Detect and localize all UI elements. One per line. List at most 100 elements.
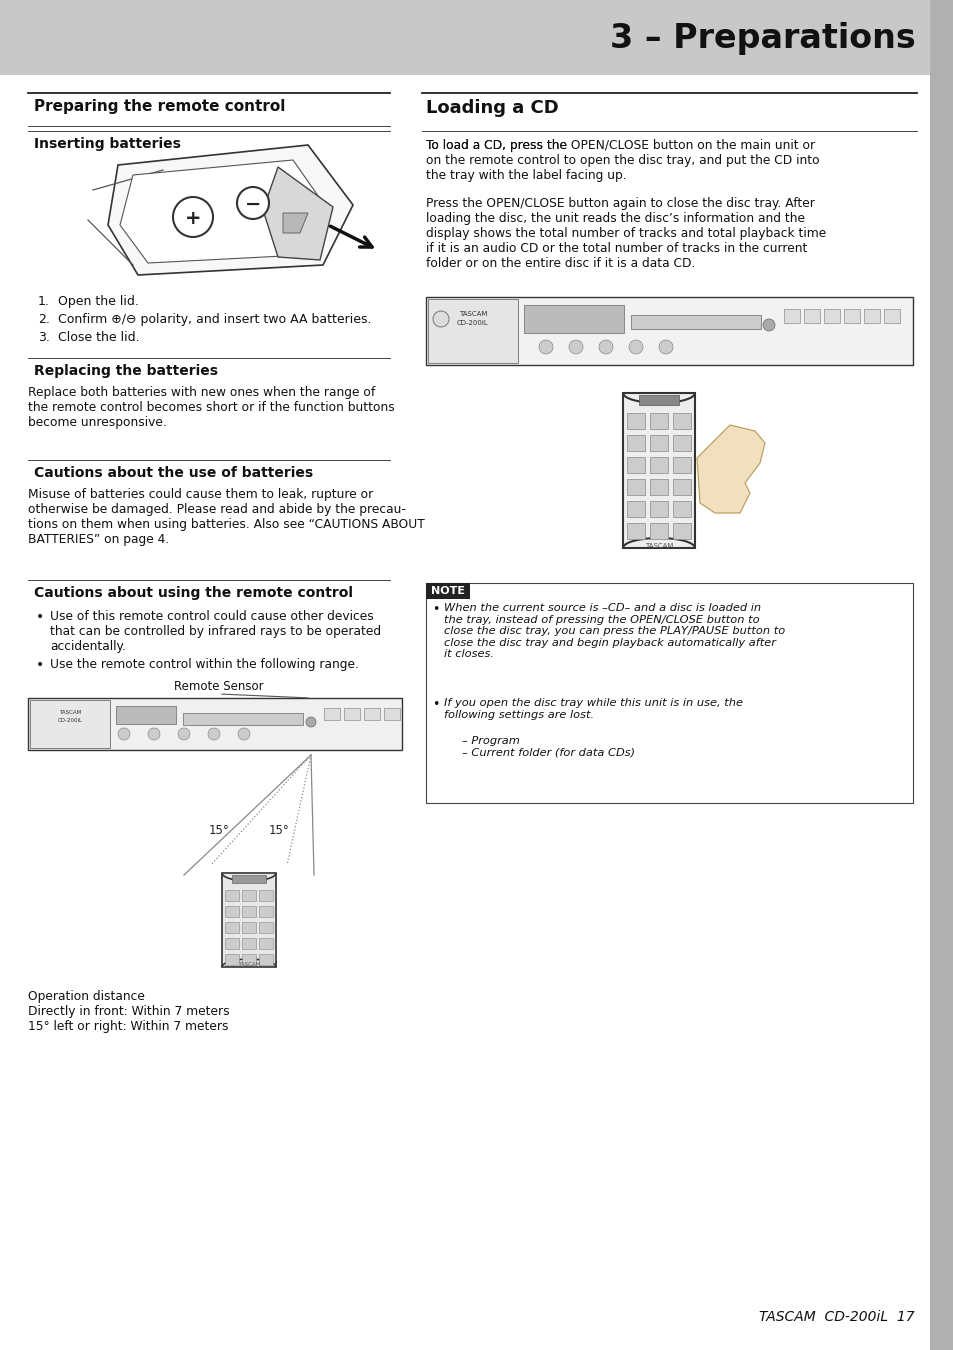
Text: Use the remote control within the following range.: Use the remote control within the follow… [50,657,358,671]
Text: Cautions about using the remote control: Cautions about using the remote control [34,586,353,599]
Text: Confirm ⊕/⊖ polarity, and insert two AA batteries.: Confirm ⊕/⊖ polarity, and insert two AA … [58,313,371,325]
Bar [672,479,690,495]
Bar [225,922,239,933]
Text: NOTE: NOTE [431,586,464,595]
Text: Loading a CD: Loading a CD [426,99,558,117]
Bar [242,906,255,917]
Text: To load a CD, press the OPEN/CLOSE button on the main unit or
on the remote cont: To load a CD, press the OPEN/CLOSE butto… [426,139,819,182]
Bar [428,298,517,363]
Bar [183,713,303,725]
Bar [523,305,623,333]
Text: Operation distance
Directly in front: Within 7 meters
15° left or right: Within : Operation distance Directly in front: Wi… [28,990,230,1033]
Text: TASCAM: TASCAM [644,543,673,549]
Circle shape [172,197,213,238]
Circle shape [598,340,613,354]
Bar [672,435,690,451]
Text: When the current source is –CD– and a disc is loaded in
the tray, instead of pre: When the current source is –CD– and a di… [443,603,784,659]
Bar [626,479,644,495]
Bar [626,413,644,429]
Text: Cautions about the use of batteries: Cautions about the use of batteries [34,466,313,481]
Bar [803,309,820,323]
Bar [672,458,690,472]
Bar [672,522,690,539]
Polygon shape [108,144,353,275]
Text: TASCAM: TASCAM [59,710,81,716]
Circle shape [118,728,130,740]
Text: TASCAM  CD-200iL  17: TASCAM CD-200iL 17 [759,1310,914,1324]
Text: Close the lid.: Close the lid. [58,331,139,344]
Text: Remote Sensor: Remote Sensor [174,680,264,693]
Bar [783,309,800,323]
FancyArrowPatch shape [221,878,276,963]
Bar [258,938,273,949]
Text: 3.: 3. [38,331,50,344]
Circle shape [762,319,774,331]
Bar [258,890,273,900]
Text: Open the lid.: Open the lid. [58,296,139,308]
Bar [426,297,912,364]
Text: Inserting batteries: Inserting batteries [34,136,181,151]
Text: CD-200iL: CD-200iL [456,320,488,325]
Bar [823,309,840,323]
Polygon shape [263,167,333,261]
Text: 1.: 1. [38,296,50,308]
Bar [649,435,667,451]
Bar [242,890,255,900]
Bar [258,906,273,917]
Text: – Program
– Current folder (for data CDs): – Program – Current folder (for data CDs… [461,736,635,757]
Text: −: − [245,194,261,213]
Bar [426,583,470,599]
Circle shape [236,188,269,219]
Bar [384,707,399,720]
Bar [843,309,859,323]
Bar [639,396,679,405]
Polygon shape [120,161,328,263]
Bar [225,906,239,917]
Bar [225,890,239,900]
Bar [364,707,379,720]
Circle shape [237,728,250,740]
Circle shape [628,340,642,354]
Circle shape [208,728,220,740]
Bar [863,309,879,323]
Bar [242,922,255,933]
Bar [258,954,273,965]
Circle shape [568,340,582,354]
Circle shape [433,310,449,327]
Bar [222,873,275,967]
Bar [622,393,695,548]
Text: Misuse of batteries could cause them to leak, rupture or
otherwise be damaged. P: Misuse of batteries could cause them to … [28,487,424,545]
Bar [324,707,339,720]
Bar [225,938,239,949]
Bar [883,309,899,323]
Bar [28,698,401,751]
Polygon shape [283,213,308,234]
Bar [649,501,667,517]
Text: +: + [185,208,201,228]
Text: •: • [432,698,439,711]
Bar [630,315,760,329]
Polygon shape [697,425,764,513]
Text: •: • [432,603,439,616]
Bar [242,938,255,949]
Bar [232,875,266,883]
Bar [649,522,667,539]
Text: Use of this remote control could cause other devices
that can be controlled by i: Use of this remote control could cause o… [50,610,381,653]
Text: Press the OPEN/CLOSE button again to close the disc tray. After
loading the disc: Press the OPEN/CLOSE button again to clo… [426,197,825,270]
Text: 15°: 15° [269,824,289,837]
Bar [929,0,953,1350]
Text: TASCAM: TASCAM [458,310,487,317]
Circle shape [659,340,672,354]
Text: 3 – Preparations: 3 – Preparations [610,22,915,55]
Bar [672,501,690,517]
Text: Replace both batteries with new ones when the range of
the remote control become: Replace both batteries with new ones whe… [28,386,395,429]
Text: TASCAM: TASCAM [237,963,260,968]
Text: CD-200iL: CD-200iL [57,718,82,724]
Bar [626,435,644,451]
Bar [626,501,644,517]
Bar [626,522,644,539]
Bar [242,954,255,965]
Circle shape [538,340,553,354]
Bar [649,458,667,472]
Bar [649,413,667,429]
